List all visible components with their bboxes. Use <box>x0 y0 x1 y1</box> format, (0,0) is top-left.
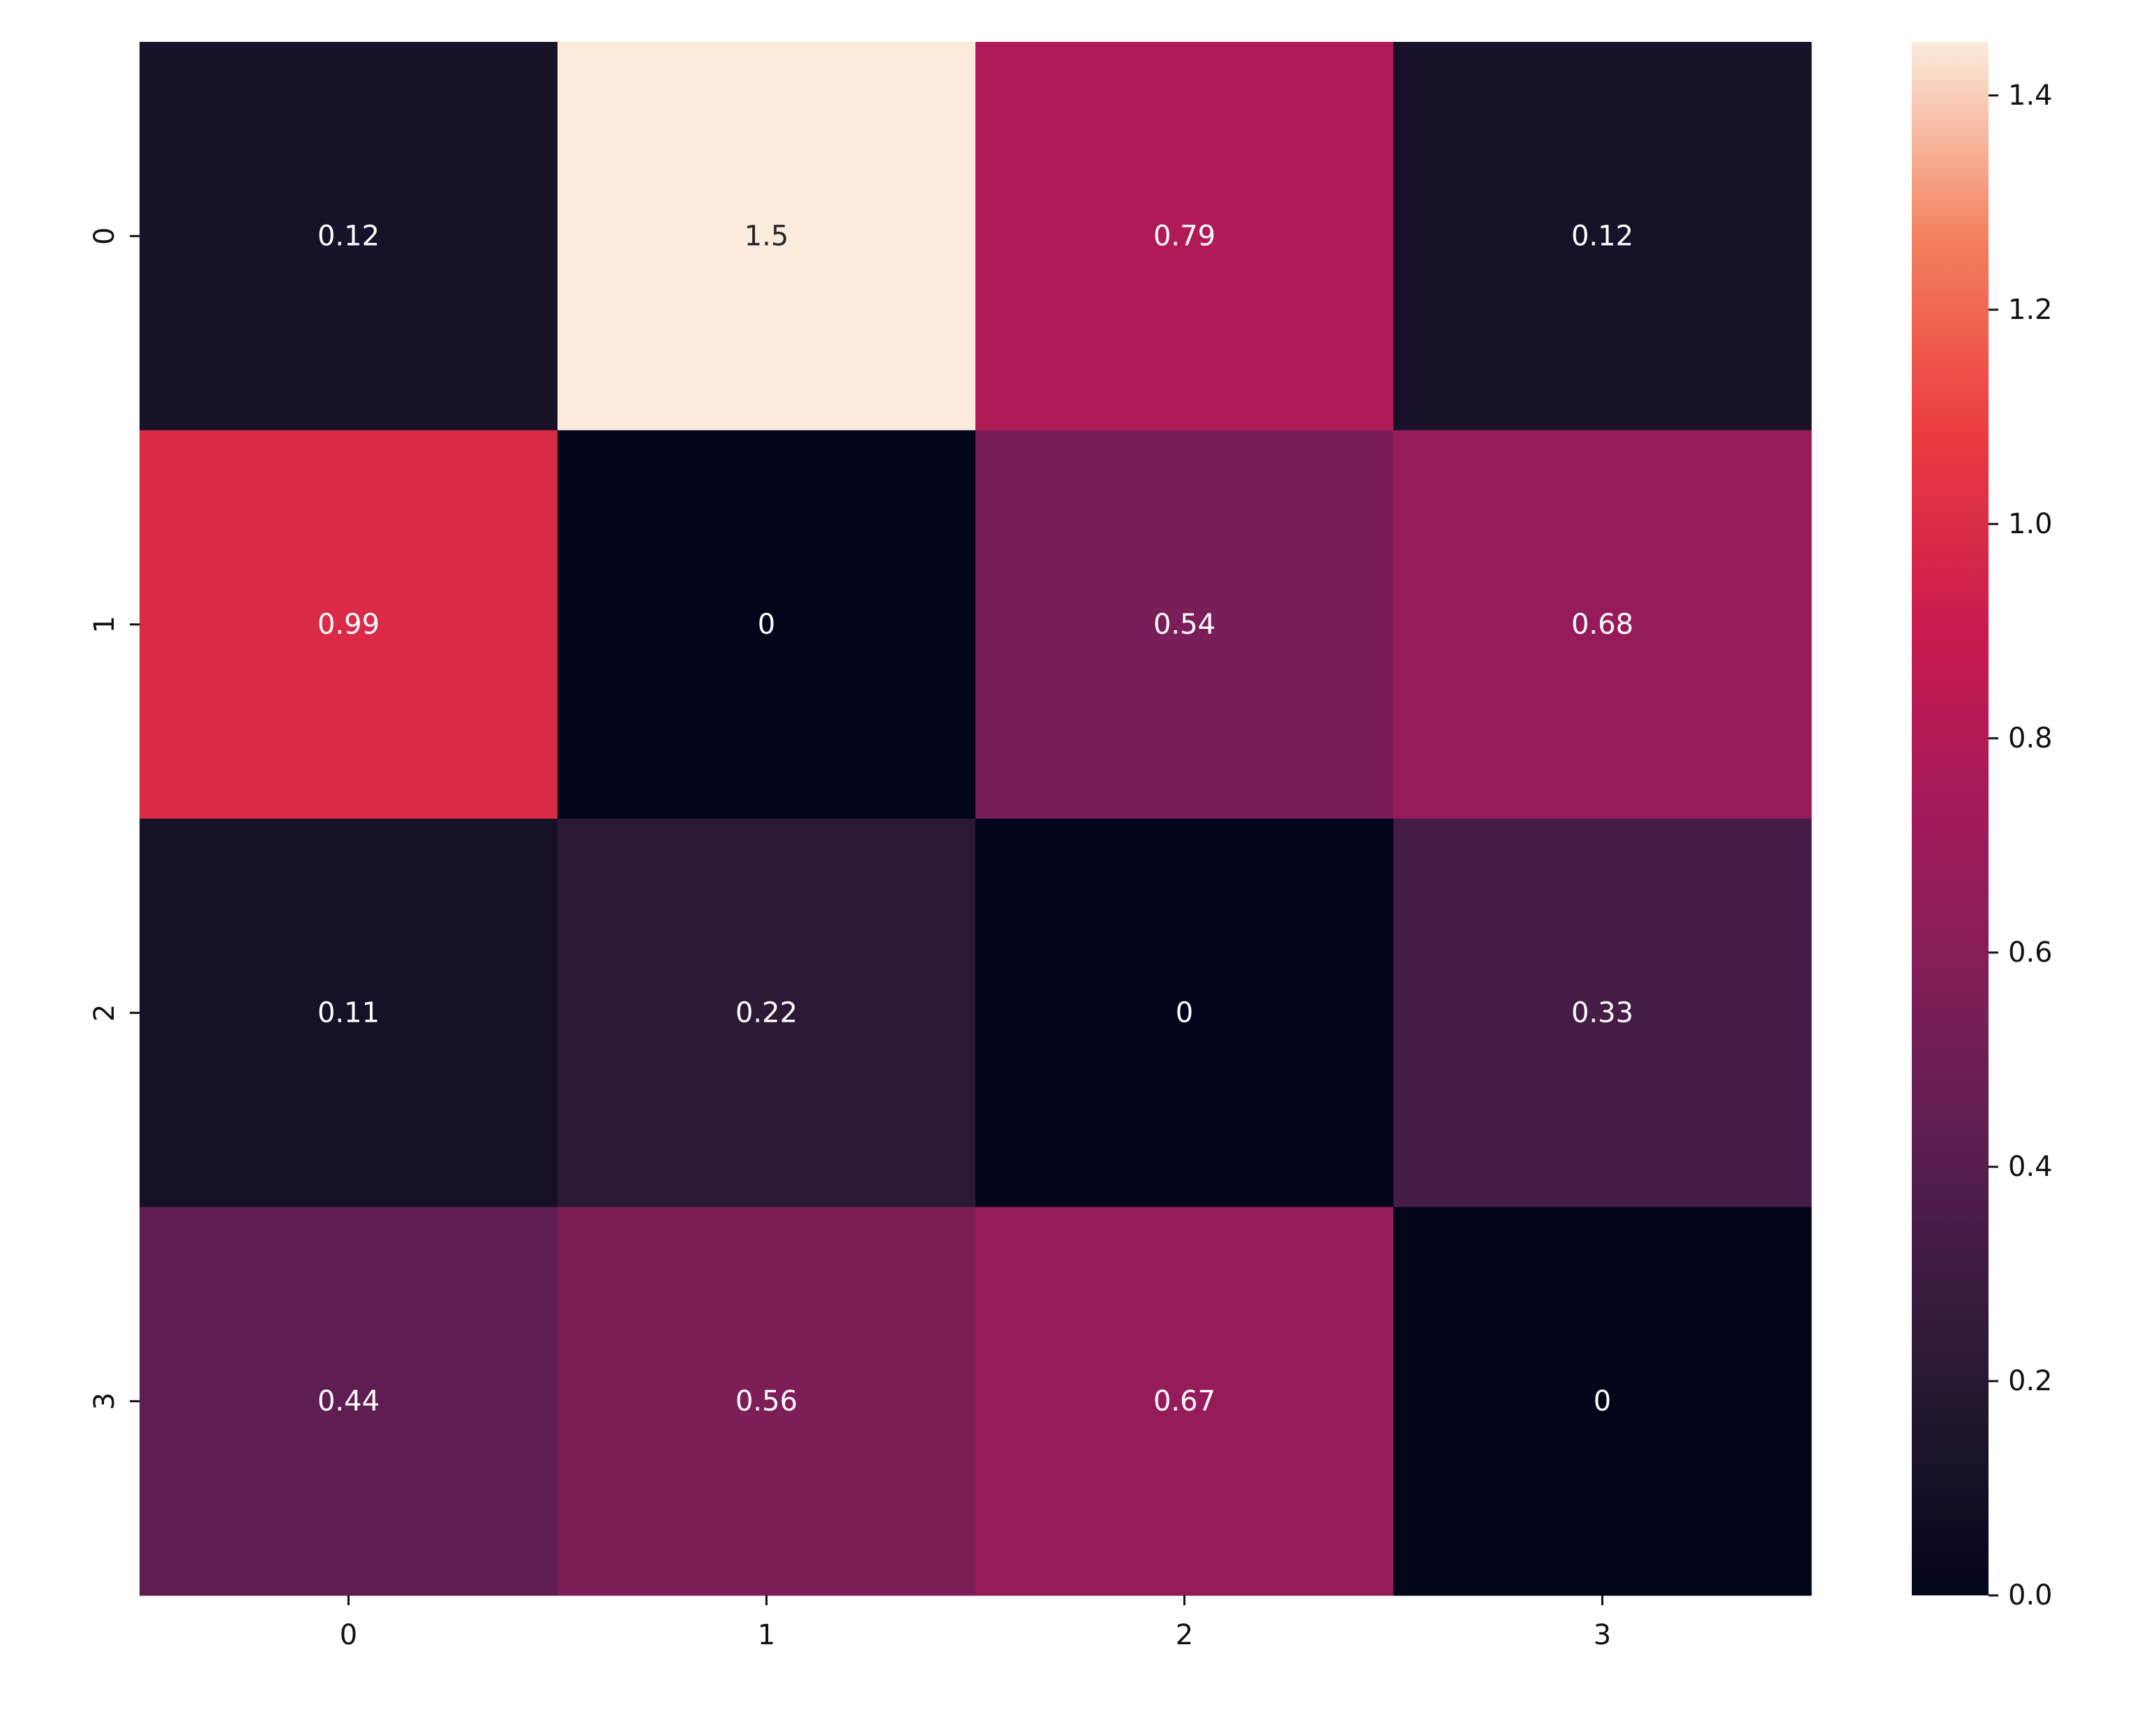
heatmap-cell-labels: 0.12 1.5 0.79 0.12 0.99 0 0.54 0.68 0.11 0.22 0 0.3… <box>317 220 1633 1417</box>
cell-value-label: 0.99 <box>317 609 380 641</box>
cell-value-label: 0.67 <box>1153 1385 1215 1417</box>
cell-value-label: 0.11 <box>317 997 380 1029</box>
cell-value-label: 0.33 <box>1571 997 1633 1029</box>
colorbar-tick-label: 1.2 <box>2008 294 2053 326</box>
cell-value-label: 0 <box>1594 1385 1611 1417</box>
y-tick-label: 1 <box>89 616 121 633</box>
heatmap-cell-r2-c3 <box>1393 819 1812 1207</box>
cell-value-label: 1.5 <box>744 220 789 252</box>
heatmap-cell-r3-c3 <box>1393 1207 1812 1596</box>
colorbar-gradient <box>1912 42 1989 1595</box>
heatmap-cell-r3-c1 <box>557 1207 976 1596</box>
y-axis: 0 1 2 3 <box>89 228 140 1410</box>
cell-value-label: 0.44 <box>317 1385 380 1417</box>
heatmap-cell-r3-c0 <box>140 1207 558 1596</box>
heatmap-cell-r0-c1 <box>557 42 976 431</box>
cell-value-label: 0.12 <box>317 220 380 252</box>
x-tick-label: 2 <box>1176 1619 1193 1651</box>
y-tick-label: 3 <box>89 1392 121 1410</box>
cell-value-label: 0.79 <box>1153 220 1215 252</box>
colorbar-tick-label: 1.0 <box>2008 508 2053 540</box>
heatmap-cell-r1-c3 <box>1393 430 1812 819</box>
cell-value-label: 0.22 <box>735 997 798 1029</box>
heatmap-cell-r2-c0 <box>140 819 558 1207</box>
cell-value-label: 0.12 <box>1571 220 1633 252</box>
colorbar-ticks: 0.0 0.2 0.4 0.6 0.8 1.0 1.2 1.4 <box>1989 80 2053 1611</box>
cell-value-label: 0 <box>1176 997 1193 1029</box>
x-tick-label: 0 <box>340 1619 357 1651</box>
heatmap-cell-r2-c1 <box>557 819 976 1207</box>
heatmap-cell-r1-c1 <box>557 430 976 819</box>
cell-value-label: 0.56 <box>735 1385 798 1417</box>
y-tick-label: 2 <box>89 1004 121 1022</box>
heatmap-cell-r0-c2 <box>975 42 1394 431</box>
x-tick-label: 3 <box>1594 1619 1611 1651</box>
x-axis: 0 1 2 3 <box>340 1595 1611 1651</box>
heatmap-cell-r0-c0 <box>140 42 558 431</box>
colorbar <box>1912 42 1989 1595</box>
x-tick-label: 1 <box>758 1619 775 1651</box>
colorbar-tick-label: 0.0 <box>2008 1579 2053 1611</box>
heatmap-cell-r1-c0 <box>140 430 558 819</box>
colorbar-tick-label: 0.6 <box>2008 937 2053 969</box>
heatmap-cell-r1-c2 <box>975 430 1394 819</box>
cell-value-label: 0.68 <box>1571 609 1633 641</box>
heatmap-cells <box>140 42 1812 1596</box>
heatmap-cell-r3-c2 <box>975 1207 1394 1596</box>
heatmap-cell-r0-c3 <box>1393 42 1812 431</box>
colorbar-tick-label: 0.4 <box>2008 1151 2053 1183</box>
colorbar-tick-label: 0.2 <box>2008 1365 2053 1397</box>
colorbar-tick-label: 0.8 <box>2008 722 2053 754</box>
cell-value-label: 0.54 <box>1153 609 1215 641</box>
y-tick-label: 0 <box>89 228 121 245</box>
heatmap-cell-r2-c2 <box>975 819 1394 1207</box>
colorbar-tick-label: 1.4 <box>2008 80 2053 112</box>
cell-value-label: 0 <box>758 609 775 641</box>
